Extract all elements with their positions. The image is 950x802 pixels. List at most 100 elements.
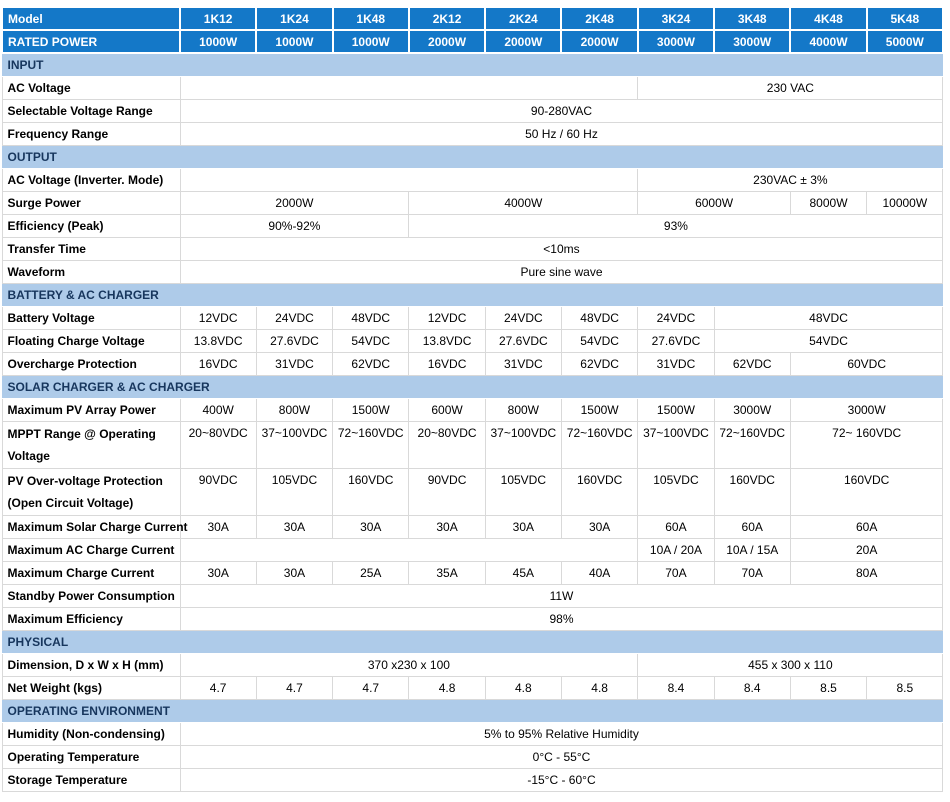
value-cell: 455 x 300 x 110	[637, 653, 944, 678]
row-label: Efficiency (Peak)	[1, 213, 181, 238]
section-title: BATTERY & AC CHARGER	[1, 282, 944, 307]
value-cell: 4.8	[560, 676, 639, 701]
value-cell: 30A	[255, 561, 334, 586]
section-title: OUTPUT	[1, 144, 944, 169]
value-cell: 12VDC	[179, 305, 257, 330]
row-label: PV Over-voltage Protection (Open Circuit…	[1, 467, 181, 517]
row-label: MPPT Range @ Operating Voltage	[1, 420, 181, 469]
model-header-label: Model	[1, 6, 181, 31]
value-cell: 4.7	[332, 676, 410, 701]
row-label: Storage Temperature	[1, 768, 181, 793]
value-cell: 10A / 15A	[713, 538, 791, 563]
value-cell: 48VDC	[560, 305, 639, 330]
value-cell: 35A	[408, 561, 486, 586]
value-cell: 98%	[179, 607, 944, 632]
rated-power-cell: 5000W	[865, 29, 944, 54]
row-label: AC Voltage (Inverter. Mode)	[1, 167, 181, 192]
spec-row: Selectable Voltage Range 90-280VAC	[1, 98, 944, 123]
spec-row: Surge Power 2000W 4000W 6000W 8000W 10000W	[1, 190, 944, 215]
value-cell: 105VDC	[255, 467, 334, 517]
value-cell: 20~80VDC	[408, 420, 486, 469]
value-cell: 800W	[255, 397, 334, 422]
value-cell: 230 VAC	[637, 75, 944, 100]
value-cell: 24VDC	[484, 305, 562, 330]
value-cell: 90VDC	[179, 467, 257, 517]
rated-power-cell: 4000W	[789, 29, 868, 54]
section-title: SOLAR CHARGER & AC CHARGER	[1, 374, 944, 399]
model-name-cell: 3K24	[636, 6, 716, 31]
value-cell: 62VDC	[332, 351, 410, 376]
value-cell: 80A	[789, 561, 944, 586]
value-cell: 90VDC	[408, 467, 486, 517]
spec-row: Waveform Pure sine wave	[1, 259, 944, 284]
model-name-cell: 5K48	[865, 6, 944, 31]
spec-row: Battery Voltage 12VDC 24VDC 48VDC 12VDC 24VDC…	[1, 305, 944, 330]
value-cell: 105VDC	[637, 467, 715, 517]
value-cell: 54VDC	[332, 328, 410, 353]
spec-row: Transfer Time <10ms	[1, 236, 944, 261]
value-cell: 27.6VDC	[255, 328, 334, 353]
value-cell: 230VAC ± 3%	[637, 167, 944, 192]
section-title: INPUT	[1, 52, 944, 77]
value-cell: 8.4	[637, 676, 715, 701]
section-header-row: OPERATING ENVIRONMENT	[1, 699, 944, 724]
value-cell: 4.8	[484, 676, 562, 701]
spec-row: PV Over-voltage Protection (Open Circuit…	[1, 467, 944, 517]
row-label: Dimension, D x W x H (mm)	[1, 653, 181, 678]
row-label: Maximum AC Charge Current	[1, 538, 181, 563]
value-cell: 5% to 95% Relative Humidity	[179, 722, 944, 747]
rated-power-cell: 3000W	[636, 29, 716, 54]
row-label: Frequency Range	[1, 121, 181, 146]
spec-row: MPPT Range @ Operating Voltage 20~80VDC 37…	[1, 420, 944, 469]
value-cell: 72~160VDC	[332, 420, 410, 469]
rated-power-cell: 2000W	[560, 29, 639, 54]
value-cell: 160VDC	[713, 467, 791, 517]
value-cell: 70A	[713, 561, 791, 586]
value-cell: Pure sine wave	[179, 259, 944, 284]
row-label: Maximum PV Array Power	[1, 397, 181, 422]
value-cell: 8000W	[789, 190, 868, 215]
value-cell: 72~160VDC	[713, 420, 791, 469]
value-cell: 54VDC	[713, 328, 944, 353]
section-header-row: BATTERY & AC CHARGER	[1, 282, 944, 307]
row-label: AC Voltage	[1, 75, 181, 100]
spec-row: Efficiency (Peak) 90%-92% 93%	[1, 213, 944, 238]
spec-row: Net Weight (kgs) 4.7 4.7 4.7 4.8 4.8 4.8 8.4 8.4…	[1, 676, 944, 701]
spec-row: Frequency Range 50 Hz / 60 Hz	[1, 121, 944, 146]
model-name-cell: 2K12	[407, 6, 487, 31]
value-cell: 3000W	[713, 397, 791, 422]
value-cell: 70A	[637, 561, 715, 586]
value-cell: 60A	[637, 515, 715, 540]
value-cell: 1500W	[560, 397, 639, 422]
section-header-row: SOLAR CHARGER & AC CHARGER	[1, 374, 944, 399]
section-header-row: OUTPUT	[1, 144, 944, 169]
rated-power-cell: 2000W	[407, 29, 487, 54]
rated-power-row: RATED POWER 1000W 1000W 1000W 2000W 2000W 2000…	[1, 29, 944, 54]
row-label: Net Weight (kgs)	[1, 676, 181, 701]
model-name-cell: 3K48	[713, 6, 792, 31]
value-cell: 31VDC	[255, 351, 334, 376]
model-name-cell: 1K12	[178, 6, 258, 31]
value-cell	[179, 167, 639, 192]
value-cell: 1500W	[332, 397, 410, 422]
model-name-cell: 2K48	[560, 6, 639, 31]
value-cell: 27.6VDC	[484, 328, 562, 353]
value-cell: 93%	[408, 213, 944, 238]
model-name-cell: 1K48	[331, 6, 410, 31]
value-cell: 160VDC	[789, 467, 944, 517]
value-cell: 30A	[484, 515, 562, 540]
value-cell: 62VDC	[713, 351, 791, 376]
rated-power-cell: 1000W	[178, 29, 258, 54]
value-cell: 13.8VDC	[408, 328, 486, 353]
value-cell: 20A	[789, 538, 944, 563]
section-header-row: PHYSICAL	[1, 630, 944, 655]
rated-power-cell: 2000W	[484, 29, 563, 54]
row-label: Battery Voltage	[1, 305, 181, 330]
value-cell: 60A	[713, 515, 791, 540]
spec-row: Dimension, D x W x H (mm) 370 x230 x 100 4…	[1, 653, 944, 678]
spec-row: Floating Charge Voltage 13.8VDC 27.6VDC 54V…	[1, 328, 944, 353]
value-cell: 31VDC	[484, 351, 562, 376]
value-cell: 62VDC	[560, 351, 639, 376]
value-cell: 30A	[408, 515, 486, 540]
